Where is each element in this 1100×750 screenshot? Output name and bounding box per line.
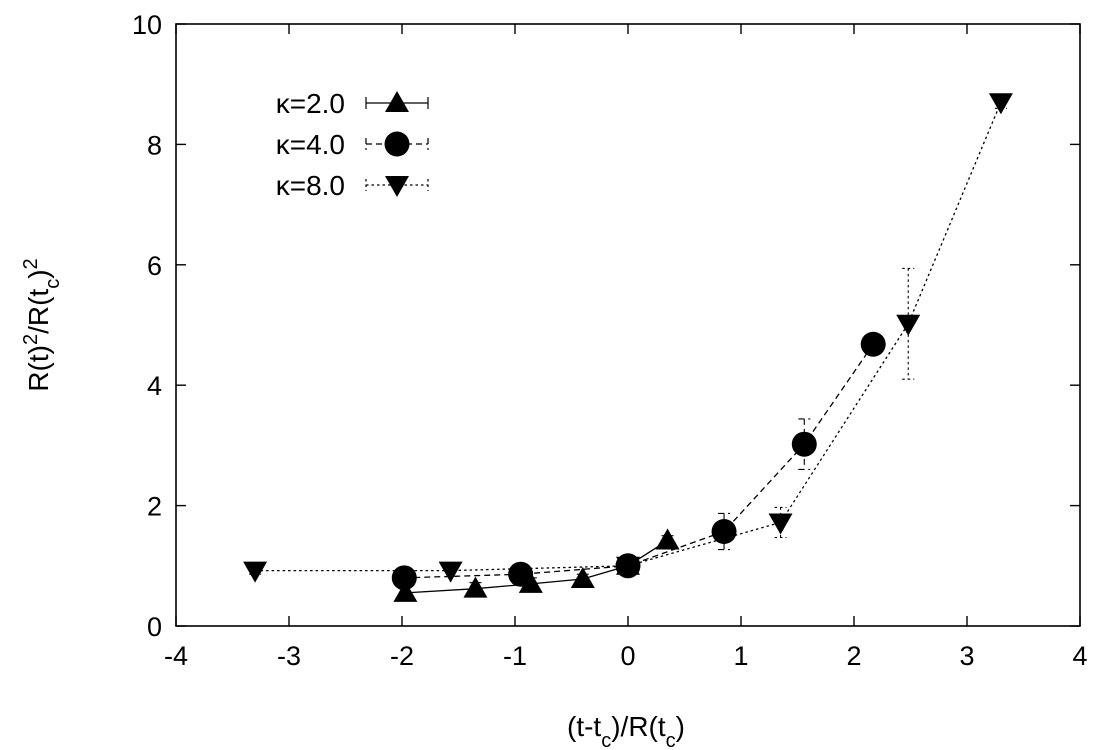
data-point xyxy=(791,431,817,457)
y-tick-label: 0 xyxy=(147,612,162,642)
legend-label: κ=8.0 xyxy=(276,170,345,201)
x-tick-label: -4 xyxy=(164,641,188,671)
legend-marker xyxy=(385,91,409,112)
data-point xyxy=(860,331,886,357)
legend-marker xyxy=(384,131,410,157)
y-axis-title-superscript: 2 xyxy=(20,334,42,345)
x-axis-title-subscript: c xyxy=(601,730,611,750)
series-line xyxy=(404,343,874,579)
data-point xyxy=(896,314,921,336)
series-layer xyxy=(243,93,1013,602)
x-tick-label: -3 xyxy=(277,641,301,671)
y-tick-label: 6 xyxy=(147,251,162,281)
data-point xyxy=(508,561,534,587)
y-axis-title-subscript: c xyxy=(42,279,64,289)
data-point xyxy=(438,561,463,583)
y-tick-label: 2 xyxy=(147,492,162,522)
series-line xyxy=(255,102,1002,572)
x-tick-label: -1 xyxy=(503,641,527,671)
x-tick-label: 4 xyxy=(1072,641,1087,671)
data-point xyxy=(570,567,595,589)
y-axis-title-superscript-2: 2 xyxy=(20,258,42,269)
data-point xyxy=(243,561,268,583)
legend-label: κ=4.0 xyxy=(276,129,345,160)
legend-label: κ=2.0 xyxy=(276,88,345,119)
series-2 xyxy=(391,331,886,591)
axis-ticks: -4 -3 -2 -1 0 1 2 3 4 0 2 4 6 8 10 xyxy=(132,10,1088,671)
x-tick-label: 0 xyxy=(620,641,635,671)
x-tick-label: 1 xyxy=(733,641,748,671)
legend-marker xyxy=(385,176,409,197)
data-point xyxy=(768,513,793,535)
series-3 xyxy=(243,93,1013,583)
x-tick-label: 2 xyxy=(846,641,861,671)
y-axis-title: R(t)2/R(tc)2 xyxy=(20,258,64,391)
data-point xyxy=(393,580,418,602)
data-point xyxy=(391,565,417,591)
y-tick-label: 4 xyxy=(147,371,162,401)
x-tick-label: 3 xyxy=(959,641,974,671)
y-tick-label: 8 xyxy=(147,130,162,160)
data-point xyxy=(616,556,640,578)
legend: κ=2.0 κ=4.0 κ=8.0 xyxy=(276,88,429,201)
x-axis-title-subscript-2: c xyxy=(666,730,676,750)
data-point xyxy=(988,93,1013,115)
y-tick-label: 10 xyxy=(132,10,162,40)
data-point xyxy=(463,576,488,598)
data-point xyxy=(655,528,680,550)
x-tick-label: -2 xyxy=(390,641,414,671)
x-axis-title: (t-tc)/R(tc) xyxy=(567,711,685,750)
data-point xyxy=(518,571,543,593)
data-point xyxy=(711,518,737,544)
